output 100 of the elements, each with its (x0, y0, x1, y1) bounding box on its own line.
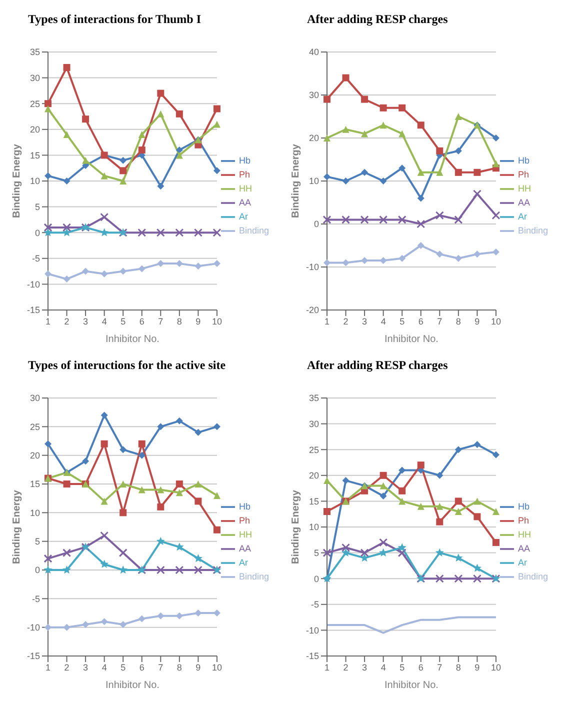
x-tick-label: 5 (120, 662, 126, 672)
y-tick-label: 10 (30, 508, 40, 518)
x-tick-label: 7 (437, 316, 442, 326)
x-tick-label: 9 (196, 662, 201, 672)
chart-title: After adding RESP charges (306, 357, 449, 374)
y-tick-label: 30 (30, 72, 40, 83)
legend-label: Ar (518, 557, 527, 568)
y-tick-label: 0 (314, 574, 319, 584)
y-tick-label: 15 (30, 479, 40, 490)
x-tick-label: 7 (158, 662, 164, 672)
y-tick-label: -5 (32, 594, 40, 604)
x-tick-label: 2 (64, 316, 70, 326)
x-tick-label: 9 (474, 316, 480, 326)
x-tick-label: 10 (212, 662, 222, 672)
x-tick-label: 6 (418, 662, 424, 672)
x-tick-label: 3 (362, 316, 368, 326)
x-tick-label: 3 (83, 662, 88, 672)
legend-label: AA (518, 543, 530, 554)
y-tick-label: -10 (306, 625, 319, 636)
y-tick-label: -20 (306, 305, 319, 316)
x-tick-label: 4 (380, 316, 386, 326)
x-tick-label: 3 (362, 662, 368, 672)
x-tick-label: 7 (437, 662, 442, 672)
y-tick-label: 20 (30, 124, 40, 135)
x-tick-label: 4 (380, 662, 386, 672)
x-tick-label: 3 (83, 316, 88, 326)
y-tick-label: 5 (34, 202, 40, 212)
y-tick-label: 35 (308, 393, 319, 404)
y-tick-label: 20 (308, 133, 319, 144)
y-tick-label: 25 (30, 98, 40, 109)
legend-label: Ar (238, 557, 248, 568)
legend-label: Hb (238, 501, 250, 512)
y-tick-label: 0 (34, 228, 40, 238)
x-tick-label: 9 (474, 662, 480, 672)
legend-label: AA (238, 543, 251, 554)
chart-title: Types of interactions for Thumb I (27, 11, 202, 28)
y-tick-label: 10 (308, 522, 319, 532)
legend-label: Hb (518, 501, 530, 512)
legend-label: Binding (238, 571, 269, 582)
legend-label: HH (518, 183, 531, 194)
y-tick-label: -5 (32, 254, 40, 264)
x-axis-title: Inhibitor No. (384, 334, 438, 345)
legend-label: Ar (238, 211, 248, 222)
x-tick-label: 8 (176, 662, 182, 672)
legend-label: AA (518, 197, 530, 208)
y-tick-label: -10 (306, 262, 319, 272)
x-tick-label: 5 (120, 316, 126, 326)
x-tick-label: 10 (212, 316, 222, 326)
y-tick-label: -15 (26, 305, 40, 316)
y-axis-title: Binding Energy (12, 490, 23, 564)
y-tick-label: -5 (310, 600, 319, 610)
y-tick-label: 0 (34, 565, 40, 576)
legend-label: Hb (518, 155, 530, 166)
y-tick-label: 15 (308, 496, 319, 506)
y-tick-label: 10 (308, 176, 319, 186)
legend-label: Ph (238, 169, 250, 180)
x-axis-title: Inhibitor No. (106, 334, 160, 345)
x-tick-label: 6 (418, 316, 424, 326)
legend-label: HH (238, 529, 252, 540)
y-axis-title: Binding Energy (290, 144, 302, 218)
x-tick-label: 6 (139, 316, 144, 326)
x-axis-title: Inhibitor No. (384, 680, 438, 691)
x-tick-label: 1 (45, 316, 51, 326)
x-tick-label: 2 (343, 316, 348, 326)
y-tick-label: 0 (314, 219, 319, 230)
legend-label: HH (518, 529, 531, 540)
x-axis-title: Inhibitor No. (106, 680, 160, 691)
chart-title: After adding RESP charges (306, 11, 449, 28)
legend-label: Ph (238, 515, 250, 526)
legend-label: Ph (518, 515, 529, 526)
y-tick-label: 30 (308, 418, 319, 429)
legend-label: HH (238, 183, 252, 194)
x-tick-label: 4 (102, 316, 107, 326)
x-tick-label: 8 (176, 316, 182, 326)
legend-label: Binding (518, 225, 548, 236)
x-tick-label: 10 (490, 316, 501, 326)
x-tick-label: 4 (102, 662, 107, 672)
y-tick-label: 10 (30, 176, 40, 186)
y-axis-title: Binding Energy (290, 490, 302, 564)
y-tick-label: 5 (34, 536, 40, 547)
x-tick-label: 5 (400, 316, 405, 326)
x-tick-label: 2 (64, 662, 70, 672)
x-tick-label: 6 (139, 662, 144, 672)
x-tick-label: 8 (456, 316, 461, 326)
y-tick-label: 40 (308, 47, 319, 58)
y-tick-label: 35 (30, 47, 40, 58)
y-tick-label: 5 (314, 548, 319, 558)
legend-label: AA (238, 197, 251, 208)
legend-label: Ar (518, 211, 527, 222)
x-tick-label: 9 (196, 316, 201, 326)
x-tick-label: 8 (456, 662, 461, 672)
x-tick-label: 1 (45, 662, 51, 672)
y-tick-label: -15 (306, 651, 319, 662)
y-tick-label: 15 (30, 150, 40, 160)
x-tick-label: 5 (400, 662, 405, 672)
legend-label: Binding (518, 571, 548, 582)
chart-title: Types of inteructions for the active site (27, 357, 227, 374)
y-tick-label: -10 (26, 279, 40, 290)
legend-label: Hb (238, 155, 250, 166)
y-tick-label: 25 (308, 444, 319, 455)
